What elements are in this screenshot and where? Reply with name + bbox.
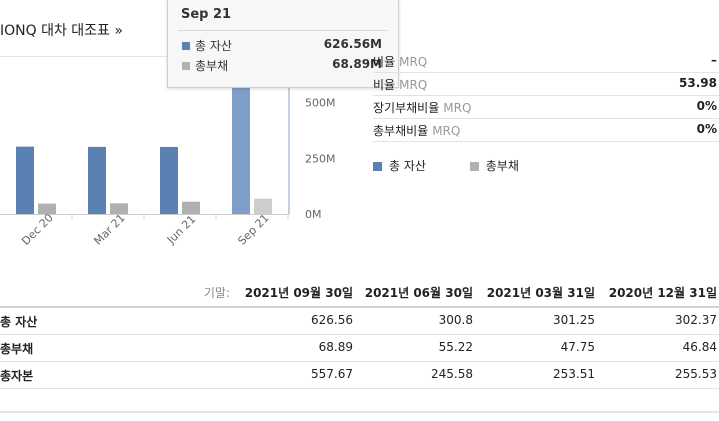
table-row: 총자본 557.67 245.58 253.51 255.53 — [0, 362, 719, 389]
ratio-value: 53.98 — [679, 76, 717, 90]
period-header: 2020년 12월 31일 — [608, 286, 717, 300]
bar-total-liabilities — [182, 201, 200, 214]
table-cell: 47.75 — [560, 340, 595, 354]
bottom-divider — [0, 411, 719, 413]
x-tick-label: Jun 21 — [164, 213, 198, 247]
tooltip-row-total-assets: 총 자산 626.56M — [182, 37, 382, 53]
ratio-label: 장기부채비율 MRQ — [373, 101, 472, 115]
bar-total-assets — [160, 146, 178, 214]
x-tick-label: Dec 20 — [19, 211, 56, 248]
table-cell: 55.22 — [438, 340, 473, 354]
ratio-row: 비율 MRQ – — [373, 50, 719, 73]
table-cell: 302.37 — [675, 313, 717, 327]
table-cell: 253.51 — [553, 367, 595, 381]
table-cell: 68.89 — [318, 340, 353, 354]
period-label: 기말: — [203, 286, 230, 300]
tooltip-date: Sep 21 — [181, 7, 232, 22]
table-header: 기말: 2021년 09월 30일 2021년 06월 30일 2021년 03… — [0, 278, 719, 308]
period-header: 2021년 09월 30일 — [244, 286, 353, 300]
ratio-label: 비율 MRQ — [373, 78, 428, 92]
table-cell: 301.25 — [553, 313, 595, 327]
x-tick-label: Mar 21 — [91, 211, 127, 247]
page-title[interactable]: IONQ 대차 대조표 » — [0, 23, 123, 39]
bar-total-liabilities — [110, 203, 128, 214]
ratio-label: 총부채비율 MRQ — [373, 124, 461, 138]
ratio-list: 비율 MRQ – 비율 MRQ 53.98 장기부채비율 MRQ 0% 총부채비율 MR… — [373, 50, 719, 142]
tooltip-row-total-liabilities: 총부채 68.89M — [182, 57, 382, 73]
legend-swatch — [373, 162, 382, 171]
table-cell: 46.84 — [682, 340, 717, 354]
ratio-value: 0% — [696, 122, 717, 136]
tooltip-swatch-assets — [182, 42, 190, 50]
balance-sheet-table: 기말: 2021년 09월 30일 2021년 06월 30일 2021년 03… — [0, 278, 719, 389]
bar-total-assets — [232, 88, 250, 214]
row-label: 총자본 — [0, 369, 34, 383]
table-cell: 245.58 — [431, 367, 473, 381]
period-header: 2021년 06월 30일 — [364, 286, 473, 300]
tooltip-value: 68.89M — [332, 57, 382, 71]
y-tick-label: 250M — [305, 152, 336, 165]
bar-total-liabilities — [254, 198, 272, 214]
legend-item-total-liabilities[interactable]: 총부채 — [469, 157, 519, 174]
table-cell: 626.56 — [311, 313, 353, 327]
table-cell: 300.8 — [438, 313, 473, 327]
row-label: 총 자산 — [0, 315, 38, 329]
bar-total-assets — [16, 146, 34, 214]
ratio-row: 비율 MRQ 53.98 — [373, 73, 719, 96]
y-tick-label: 500M — [305, 97, 336, 110]
chart-legend: 총 자산 총부채 — [373, 157, 559, 174]
ratio-value: 0% — [696, 99, 717, 113]
table-row: 총부채 68.89 55.22 47.75 46.84 — [0, 335, 719, 362]
legend-swatch — [469, 162, 479, 171]
legend-item-total-assets[interactable]: 총 자산 — [373, 157, 426, 174]
bar-total-liabilities — [38, 203, 56, 214]
ratio-row: 총부채비율 MRQ 0% — [373, 119, 719, 142]
ratio-label: 비율 MRQ — [373, 55, 428, 69]
title-divider — [0, 56, 290, 57]
ratio-row: 장기부채비율 MRQ 0% — [373, 96, 719, 119]
ratio-value: – — [711, 53, 717, 67]
tooltip-swatch-liabilities — [182, 62, 190, 70]
tooltip-label: 총부채 — [195, 59, 229, 73]
table-row: 총 자산 626.56 300.8 301.25 302.37 — [0, 308, 719, 335]
table-cell: 255.53 — [675, 367, 717, 381]
tooltip-label: 총 자산 — [195, 39, 232, 53]
tooltip-value: 626.56M — [323, 37, 382, 51]
tooltip-divider — [178, 30, 388, 31]
period-header: 2021년 03월 31일 — [486, 286, 595, 300]
table-cell: 557.67 — [311, 367, 353, 381]
x-tick-label: Sep 21 — [235, 211, 271, 247]
row-label: 총부채 — [0, 342, 34, 356]
chart-tooltip: Sep 21 총 자산 626.56M 총부채 68.89M — [167, 0, 399, 88]
balance-sheet-chart: 0M 250M 500M Dec 20 Mar 21 Jun 21 Sep 21 — [0, 58, 336, 248]
bar-total-assets — [88, 146, 106, 214]
y-tick-label: 0M — [305, 208, 322, 221]
